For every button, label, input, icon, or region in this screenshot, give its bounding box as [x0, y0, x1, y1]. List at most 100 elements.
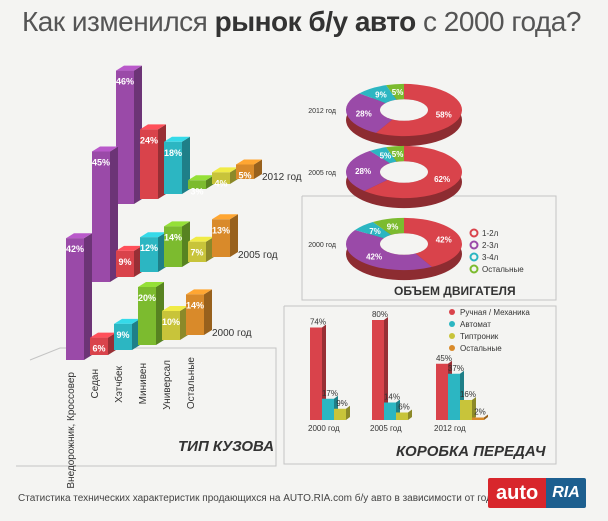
logo-auto: auto [488, 478, 547, 508]
body-category-label: Остальные [186, 357, 197, 410]
engine-slice-label: 42% [366, 253, 382, 262]
body-bar-top [90, 332, 116, 338]
gearbox-bar-side [472, 397, 476, 420]
engine-year-label: 2000 год [308, 242, 336, 249]
body-bar-label: 5% [238, 171, 251, 181]
gearbox-bar-label: 2% [474, 408, 486, 417]
gearbox-category-label: 2000 год [308, 424, 340, 433]
body-bar-top [186, 289, 212, 295]
gearbox-bar-side [484, 414, 488, 420]
gearbox-bar-label: 80% [372, 310, 388, 319]
gearbox-bar-label: 9% [336, 399, 348, 408]
gearbox-bar [372, 320, 384, 420]
engine-legend-swatch [469, 264, 479, 274]
body-bar [188, 241, 206, 262]
body-bar-top [188, 236, 214, 242]
body-bar-label: 4% [214, 178, 227, 188]
gearbox-bar-side [322, 324, 326, 420]
gearbox-bar-label: 16% [460, 390, 476, 399]
gearbox-group-2: 45%37% 16% 2% 2012 год [434, 354, 488, 433]
engine-donut-2: 42% 42% 7% 9% 2000 год [308, 217, 463, 281]
gearbox-legend-swatch [449, 333, 455, 339]
engine-slice [404, 217, 463, 267]
gearbox-bar-side [408, 409, 412, 420]
gearbox-legend-swatch [449, 321, 455, 327]
engine-slice [364, 145, 462, 199]
page-title: Как изменился рынок б/у авто с 2000 года… [22, 6, 602, 38]
gearbox-bar [310, 327, 322, 420]
body-bar [212, 172, 230, 184]
engine-slice-label: 58% [436, 111, 452, 120]
engine-slice-label: 62% [434, 175, 450, 184]
gearbox-bar-label: 74% [310, 318, 326, 327]
body-bar [164, 226, 182, 267]
body-bar-top [212, 214, 238, 220]
logo-ria: RIA [546, 478, 586, 508]
gearbox-chart: 74% 17%9% 2000 год 80% 14%6% 2005 год 45%37% 16… [308, 308, 530, 433]
body-bar-label: 13% [212, 225, 230, 235]
body-bar-side [254, 159, 262, 179]
engine-donut-hole [380, 161, 428, 183]
body-bar-label: 12% [140, 243, 158, 253]
body-panel-frame [16, 347, 277, 467]
gearbox-group-0: 74% 17%9% 2000 год [308, 318, 350, 433]
engine-panel-frame [301, 195, 557, 301]
engine-donut-hole [380, 99, 428, 121]
body-bar-top [140, 232, 166, 238]
body-bar-label: 9% [116, 330, 129, 340]
gearbox-bar-side [384, 317, 388, 420]
engine-legend-label: 1-2л [482, 229, 499, 238]
body-bar-top [92, 146, 118, 152]
engine-year-label: 2005 год [308, 170, 336, 177]
body-bar-label: 7% [190, 248, 203, 258]
gearbox-bar [334, 408, 346, 420]
gearbox-bar-label: 6% [398, 403, 410, 412]
body-bar-top [162, 306, 188, 311]
body-category-label: Хэтчбек [113, 365, 125, 403]
gearbox-bar-side [346, 405, 350, 420]
engine-donut-1: 62% 28% 5% 5% 2005 год [308, 145, 462, 209]
body-bar-side [84, 233, 92, 360]
body-row-year: 2005 год [238, 250, 278, 261]
body-bar-label: 18% [164, 148, 182, 158]
auto-ria-logo[interactable]: auto RIA [488, 478, 602, 508]
body-bar-label: 20% [138, 293, 156, 303]
body-bar [236, 164, 254, 179]
engine-donut-0: 58% 28%9% 5% 2012 год [308, 83, 463, 147]
body-bar-label: 14% [164, 232, 182, 242]
body-bar-label: 6% [92, 344, 105, 354]
engine-slice [372, 217, 404, 235]
body-bar [164, 141, 182, 194]
body-bar-top [188, 175, 214, 181]
body-bar-side [230, 214, 238, 257]
engine-legend-label: Остальные [482, 265, 524, 274]
body-bar-top [66, 233, 92, 239]
title-part1: Как изменился [22, 6, 215, 37]
body-bar-label: 10% [162, 317, 180, 327]
gearbox-bar [472, 417, 484, 420]
body-bar-top [116, 65, 142, 71]
title-bold: рынок б/у авто [214, 6, 417, 37]
engine-slice-label: 9% [375, 91, 387, 100]
body-bar-side [182, 136, 190, 194]
body-bar-top [236, 159, 262, 165]
body-category-label: Минивен [138, 363, 149, 404]
body-bar [116, 250, 134, 277]
body-bar-side [204, 289, 212, 335]
gearbox-bar [396, 412, 408, 420]
engine-slice-label: 5% [392, 88, 404, 97]
gearbox-legend-label: Автомат [460, 320, 491, 329]
body-bar [140, 237, 158, 272]
gearbox-bar-label: 14% [384, 393, 400, 402]
engine-donut-hole [380, 233, 428, 255]
body-bar [162, 311, 180, 340]
body-category-label: Внедорожник, Кроссовер [66, 372, 77, 489]
engine-slice [346, 150, 390, 192]
body-bar [212, 219, 230, 257]
gearbox-category-label: 2012 год [434, 424, 466, 433]
body-row-2: 42% 6% 9% 20% 10% 14% 2000 год [66, 233, 252, 360]
body-row-1: 45% 9% 12% 14% 7% 13% 2005 год [92, 146, 278, 282]
gearbox-panel-title: КОРОБКА ПЕРЕДАЧ [396, 443, 546, 460]
gearbox-legend-label: Ручная / Механика [460, 308, 530, 317]
